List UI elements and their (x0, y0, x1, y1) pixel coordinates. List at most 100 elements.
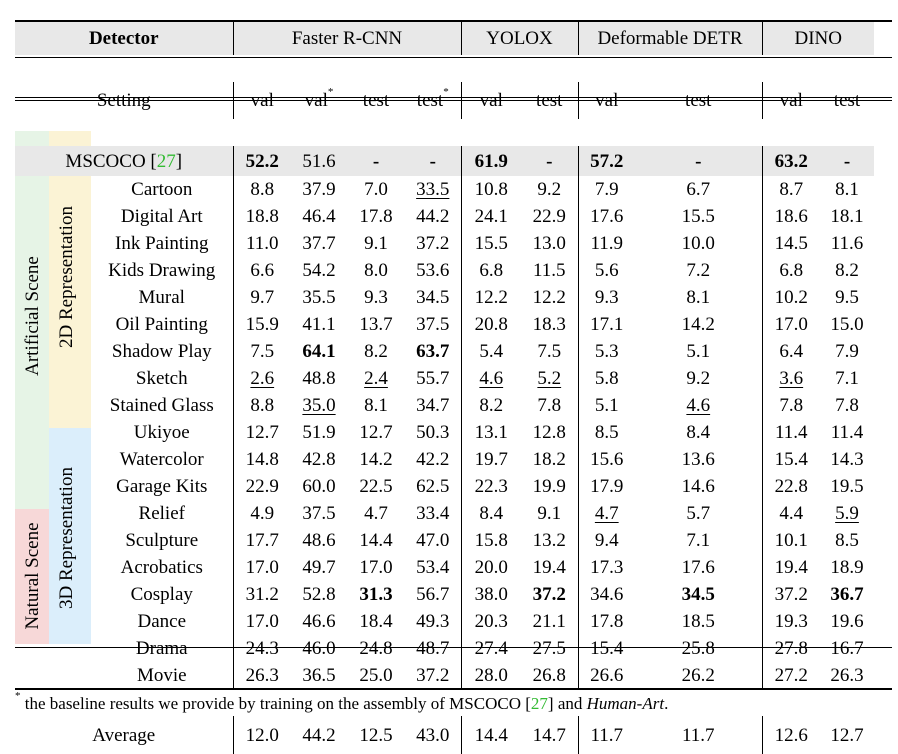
table-cell: 5.2 (537, 368, 562, 389)
row-label: Oil Painting (115, 314, 208, 335)
table-cell: - (695, 150, 702, 172)
table-cell: 12.8 (532, 422, 566, 443)
table-cell: 17.9 (577, 473, 635, 500)
table-cell: 6.6 (232, 257, 291, 284)
table-cell: 60.0 (302, 476, 336, 497)
table-cell: 15.5 (681, 206, 715, 227)
table-cell: 5.8 (577, 365, 635, 392)
table-cell: 8.7 (761, 176, 820, 203)
table-cell: 5.1 (686, 341, 711, 362)
artificial-scene-band (15, 131, 49, 509)
table-cell: 42.2 (416, 449, 450, 470)
row-label: Acrobatics (120, 557, 203, 578)
group-spacer (15, 338, 91, 365)
table-cell: 17.8 (359, 206, 393, 227)
footnote-citation[interactable]: 27 (530, 694, 548, 713)
table-cell: 11.6 (830, 233, 864, 254)
table-cell: 46.0 (302, 638, 336, 659)
table-cell: 18.4 (359, 611, 393, 632)
table-cell: 19.3 (761, 608, 820, 635)
table-cell: 36.5 (302, 665, 336, 686)
table-cell: 12.7 (830, 724, 864, 746)
table-row: Sculpture 17.7 48.6 14.4 47.0 15.8 13.2 9.4 7.1 1… (15, 527, 874, 554)
table-cell: 13.1 (460, 419, 521, 446)
table-cell: 9.7 (232, 284, 291, 311)
table-cell: 8.8 (232, 176, 291, 203)
table-cell: 19.4 (532, 557, 566, 578)
table-cell: 12.2 (532, 287, 566, 308)
table-cell: - (372, 150, 380, 172)
table-cell: 44.2 (416, 206, 450, 227)
table-cell: 22.5 (359, 476, 393, 497)
table-cell: 48.6 (302, 530, 336, 551)
table-cell: 20.3 (460, 608, 521, 635)
table-cell: 35.5 (302, 287, 336, 308)
table-cell: 27.5 (532, 638, 566, 659)
table-cell: 37.2 (416, 665, 450, 686)
table-cell: 10.2 (761, 284, 820, 311)
row-label: Sculpture (125, 530, 199, 551)
table-cell: 14.4 (460, 716, 521, 754)
mscoco-row: MSCOCO [27] 52.2 51.6 - - 61.9 - 57.2 - … (15, 146, 874, 176)
table-cell: 10.0 (681, 233, 715, 254)
table-cell: 4.4 (761, 500, 820, 527)
group-spacer (15, 176, 91, 203)
table-cell: 12.6 (761, 716, 820, 754)
table-cell: 18.6 (761, 203, 820, 230)
table-cell: 37.2 (761, 581, 820, 608)
table-cell: 27.2 (761, 662, 820, 689)
table-cell: 37.7 (302, 233, 336, 254)
table-cell: 11.4 (761, 419, 820, 446)
table-cell: 6.8 (460, 257, 521, 284)
table-cell: 6.8 (761, 257, 820, 284)
table-cell: 13.7 (359, 314, 393, 335)
table-cell: 8.2 (835, 260, 859, 281)
table-cell: 8.5 (577, 419, 635, 446)
table-cell: 3.6 (761, 365, 820, 392)
table-cell: 9.4 (577, 527, 635, 554)
table-cell: 17.7 (232, 527, 291, 554)
table-cell: 34.7 (416, 395, 450, 416)
table-cell: 10.8 (460, 176, 521, 203)
table-cell: 17.6 (681, 557, 715, 578)
group-spacer (15, 608, 91, 635)
table-cell: 18.9 (830, 557, 864, 578)
table-cell: 11.9 (577, 230, 635, 257)
table-cell: - (843, 150, 851, 172)
table-cell: 4.7 (364, 503, 388, 524)
average-row: Average 12.0 44.2 12.5 43.0 14.4 14.7 11… (15, 716, 874, 754)
table-cell: 12.0 (232, 716, 291, 754)
table-cell: 13.0 (532, 233, 566, 254)
table-cell: 37.5 (416, 314, 450, 335)
table-cell: 52.2 (232, 146, 291, 176)
group-spacer (15, 500, 91, 527)
table-cell: 12.5 (359, 724, 393, 746)
table-row: Watercolor 14.8 42.8 14.2 42.2 19.7 18.2 15.6 13… (15, 446, 874, 473)
table-cell: 27.8 (761, 635, 820, 662)
table-cell: 11.7 (681, 724, 715, 746)
table-cell: 11.0 (232, 230, 291, 257)
table-cell: 46.6 (302, 611, 336, 632)
table-cell: 20.0 (460, 554, 521, 581)
table-cell: 7.5 (537, 341, 562, 362)
table-cell: 15.6 (577, 446, 635, 473)
table-cell: 7.1 (835, 368, 859, 389)
natural-scene-band (15, 509, 49, 644)
table-cell: 9.5 (835, 287, 859, 308)
group-spacer (15, 446, 91, 473)
table-cell: 22.9 (232, 473, 291, 500)
table-row: Sketch 2.6 48.8 2.4 55.7 4.6 5.2 5.8 9.2 3.6 7.1 (15, 365, 874, 392)
table-row: Kids Drawing 6.6 54.2 8.0 53.6 6.8 11.5 5.6 7.2 6… (15, 257, 874, 284)
table-cell: 8.2 (460, 392, 521, 419)
table-cell: 14.7 (532, 724, 566, 746)
table-cell: 49.7 (302, 557, 336, 578)
table-cell: 7.8 (537, 395, 562, 416)
table-cell: 13.2 (532, 530, 566, 551)
table-cell: 44.2 (302, 724, 336, 746)
table-cell: 34.6 (577, 581, 635, 608)
table-row: Ink Painting 11.0 37.7 9.1 37.2 15.5 13.0 11.9 1… (15, 230, 874, 257)
table-cell: 11.4 (830, 422, 864, 443)
table-row: Cartoon 8.8 37.9 7.0 33.5 10.8 9.2 7.9 6.7 8.7 8.1 (15, 176, 874, 203)
group-spacer (15, 311, 91, 338)
table-cell: 19.5 (830, 476, 864, 497)
